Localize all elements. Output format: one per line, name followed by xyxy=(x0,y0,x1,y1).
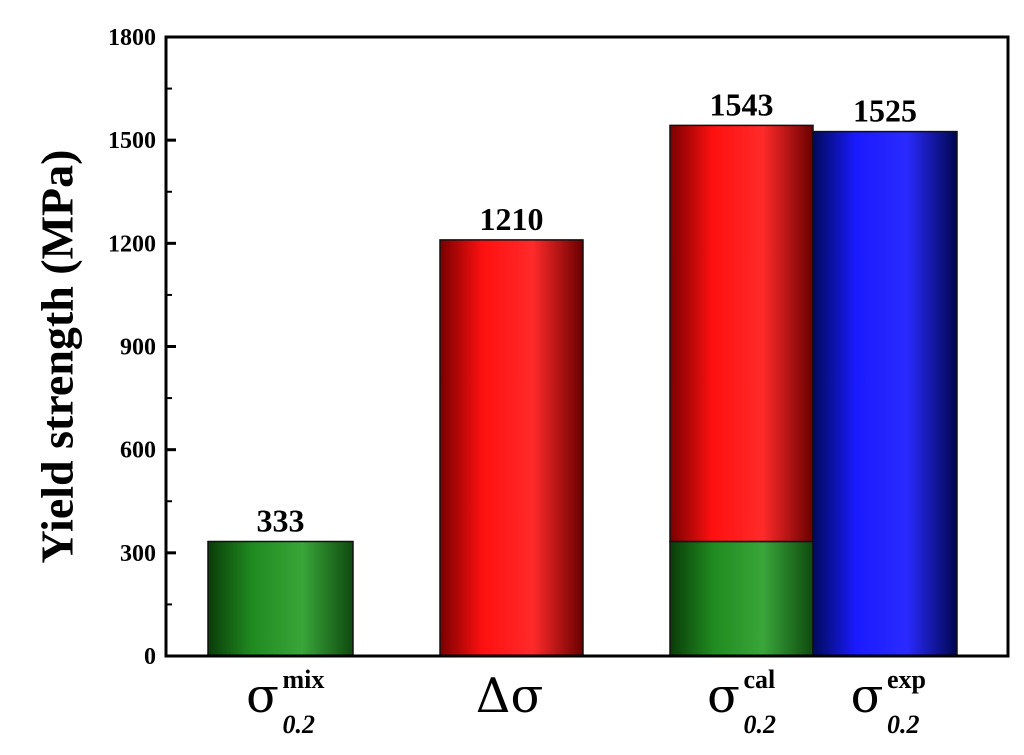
value-label-4: 1525 xyxy=(853,93,917,129)
bar-segment-2-1 xyxy=(439,239,584,657)
y-tick-label-3: 900 xyxy=(120,335,156,361)
bars-layer xyxy=(207,124,958,657)
value-label-1: 333 xyxy=(257,502,305,538)
value-label-2: 1210 xyxy=(480,201,544,237)
y-axis-title: Yield strength (MPa) xyxy=(32,150,83,564)
category-label-1: σ mix 0.2 xyxy=(246,665,324,739)
svg-text:cal: cal xyxy=(744,665,776,694)
y-tick-label-0: 0 xyxy=(144,644,156,670)
svg-text:Δσ: Δσ xyxy=(476,668,543,724)
y-tick-label-2: 600 xyxy=(120,438,156,464)
y-tick-label-1: 300 xyxy=(120,541,156,567)
svg-text:σ: σ xyxy=(246,668,279,724)
bar-segment-3-2 xyxy=(669,124,814,543)
bar-segment-3-1 xyxy=(669,540,814,657)
bar-segment-1-1 xyxy=(207,540,354,657)
category-label-3: σ cal 0.2 xyxy=(707,665,776,739)
svg-text:σ: σ xyxy=(851,668,884,724)
y-tick-label-6: 1800 xyxy=(108,25,156,51)
svg-text:0.2: 0.2 xyxy=(283,710,316,739)
y-tick-label-4: 1200 xyxy=(108,231,156,257)
value-label-3: 1543 xyxy=(710,86,774,122)
svg-text:σ: σ xyxy=(707,668,740,724)
svg-text:0.2: 0.2 xyxy=(744,710,777,739)
y-tick-label-5: 1500 xyxy=(108,128,156,154)
svg-text:exp: exp xyxy=(887,665,926,694)
svg-text:0.2: 0.2 xyxy=(887,710,920,739)
svg-text:mix: mix xyxy=(283,665,325,694)
bar-segment-4-1 xyxy=(812,130,958,657)
axes-layer: 0 300 600 900 1200 1500 1800 xyxy=(108,25,1010,670)
category-label-4: σ exp 0.2 xyxy=(851,665,926,739)
category-label-2: Δσ xyxy=(476,668,543,724)
